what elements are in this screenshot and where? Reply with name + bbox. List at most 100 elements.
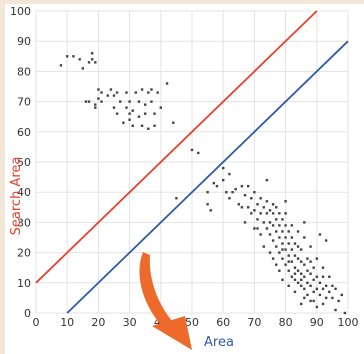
data-point	[287, 254, 290, 257]
data-point	[106, 94, 109, 97]
data-point	[250, 212, 253, 215]
data-point	[315, 287, 318, 291]
data-point	[293, 254, 297, 257]
data-point	[331, 296, 334, 300]
data-point	[87, 100, 91, 103]
data-point	[250, 197, 253, 200]
data-point	[197, 151, 200, 155]
data-point	[281, 278, 284, 281]
data-point	[144, 103, 147, 106]
data-point	[315, 257, 318, 260]
data-point	[94, 61, 97, 64]
y-tick-label: 50	[17, 156, 31, 169]
x-tick-label: 30	[123, 316, 137, 329]
data-point	[306, 257, 309, 260]
data-point	[296, 230, 300, 233]
data-point	[278, 224, 281, 227]
data-point	[268, 251, 272, 254]
grid-lines	[35, 10, 349, 314]
data-point	[222, 166, 225, 170]
data-point	[284, 248, 287, 251]
data-point	[81, 67, 84, 70]
data-point	[312, 266, 315, 269]
data-point	[334, 287, 337, 291]
data-point	[287, 242, 290, 245]
data-point	[309, 284, 312, 288]
data-point	[112, 94, 116, 97]
data-point	[265, 178, 269, 182]
data-point	[296, 281, 300, 284]
data-point	[240, 206, 244, 209]
frame-top-border	[0, 0, 364, 4]
y-tick-label: 100	[10, 5, 31, 18]
data-point	[262, 206, 265, 209]
data-point	[309, 245, 312, 248]
data-point	[284, 263, 287, 266]
data-point	[119, 100, 122, 103]
data-point	[334, 308, 337, 312]
data-point	[287, 284, 290, 288]
data-point	[90, 52, 94, 55]
data-point	[97, 97, 100, 100]
reference-lines	[35, 10, 349, 314]
data-point	[100, 100, 103, 103]
data-point	[321, 275, 325, 278]
data-point	[324, 296, 328, 300]
data-point	[281, 242, 284, 245]
data-point	[147, 91, 150, 94]
data-point	[281, 248, 284, 251]
data-point	[256, 218, 259, 221]
arrow-head	[152, 316, 192, 350]
data-points	[59, 52, 347, 315]
data-point	[271, 203, 275, 206]
data-point	[259, 212, 262, 215]
data-point	[321, 302, 325, 306]
data-point	[293, 266, 297, 269]
data-point	[293, 278, 297, 281]
data-point	[153, 124, 156, 127]
data-point	[125, 106, 128, 109]
data-point	[128, 112, 131, 115]
data-point	[331, 284, 334, 288]
data-point	[275, 230, 278, 233]
data-point	[240, 184, 244, 188]
y-tick-label: 80	[17, 65, 31, 78]
data-point	[278, 269, 281, 272]
data-point	[172, 121, 175, 124]
data-point	[253, 227, 256, 230]
y-tick-label: 70	[17, 96, 31, 109]
y-tick-label: 20	[17, 247, 31, 260]
data-point	[315, 275, 318, 278]
data-point	[300, 272, 303, 275]
data-point	[228, 197, 231, 200]
data-point	[100, 91, 103, 94]
data-point	[259, 233, 262, 236]
data-point	[165, 82, 169, 85]
data-point	[122, 121, 125, 124]
data-point	[137, 115, 141, 118]
data-point	[328, 275, 331, 278]
data-point	[115, 91, 119, 94]
data-point	[296, 269, 300, 272]
data-point	[59, 64, 63, 67]
data-point	[94, 103, 97, 106]
data-point	[290, 236, 294, 239]
data-point	[309, 299, 312, 303]
data-point	[256, 203, 259, 206]
data-point	[284, 212, 287, 215]
y-tick-label: 60	[17, 126, 31, 139]
data-point	[246, 206, 250, 209]
data-point	[284, 224, 287, 227]
data-point	[303, 221, 306, 224]
data-point	[78, 58, 81, 61]
data-point	[293, 290, 297, 294]
data-point	[281, 230, 284, 233]
data-point	[150, 88, 153, 91]
data-point	[290, 248, 294, 251]
data-point	[253, 209, 256, 212]
data-point	[275, 263, 278, 266]
data-point	[303, 296, 306, 300]
data-point	[328, 290, 331, 294]
